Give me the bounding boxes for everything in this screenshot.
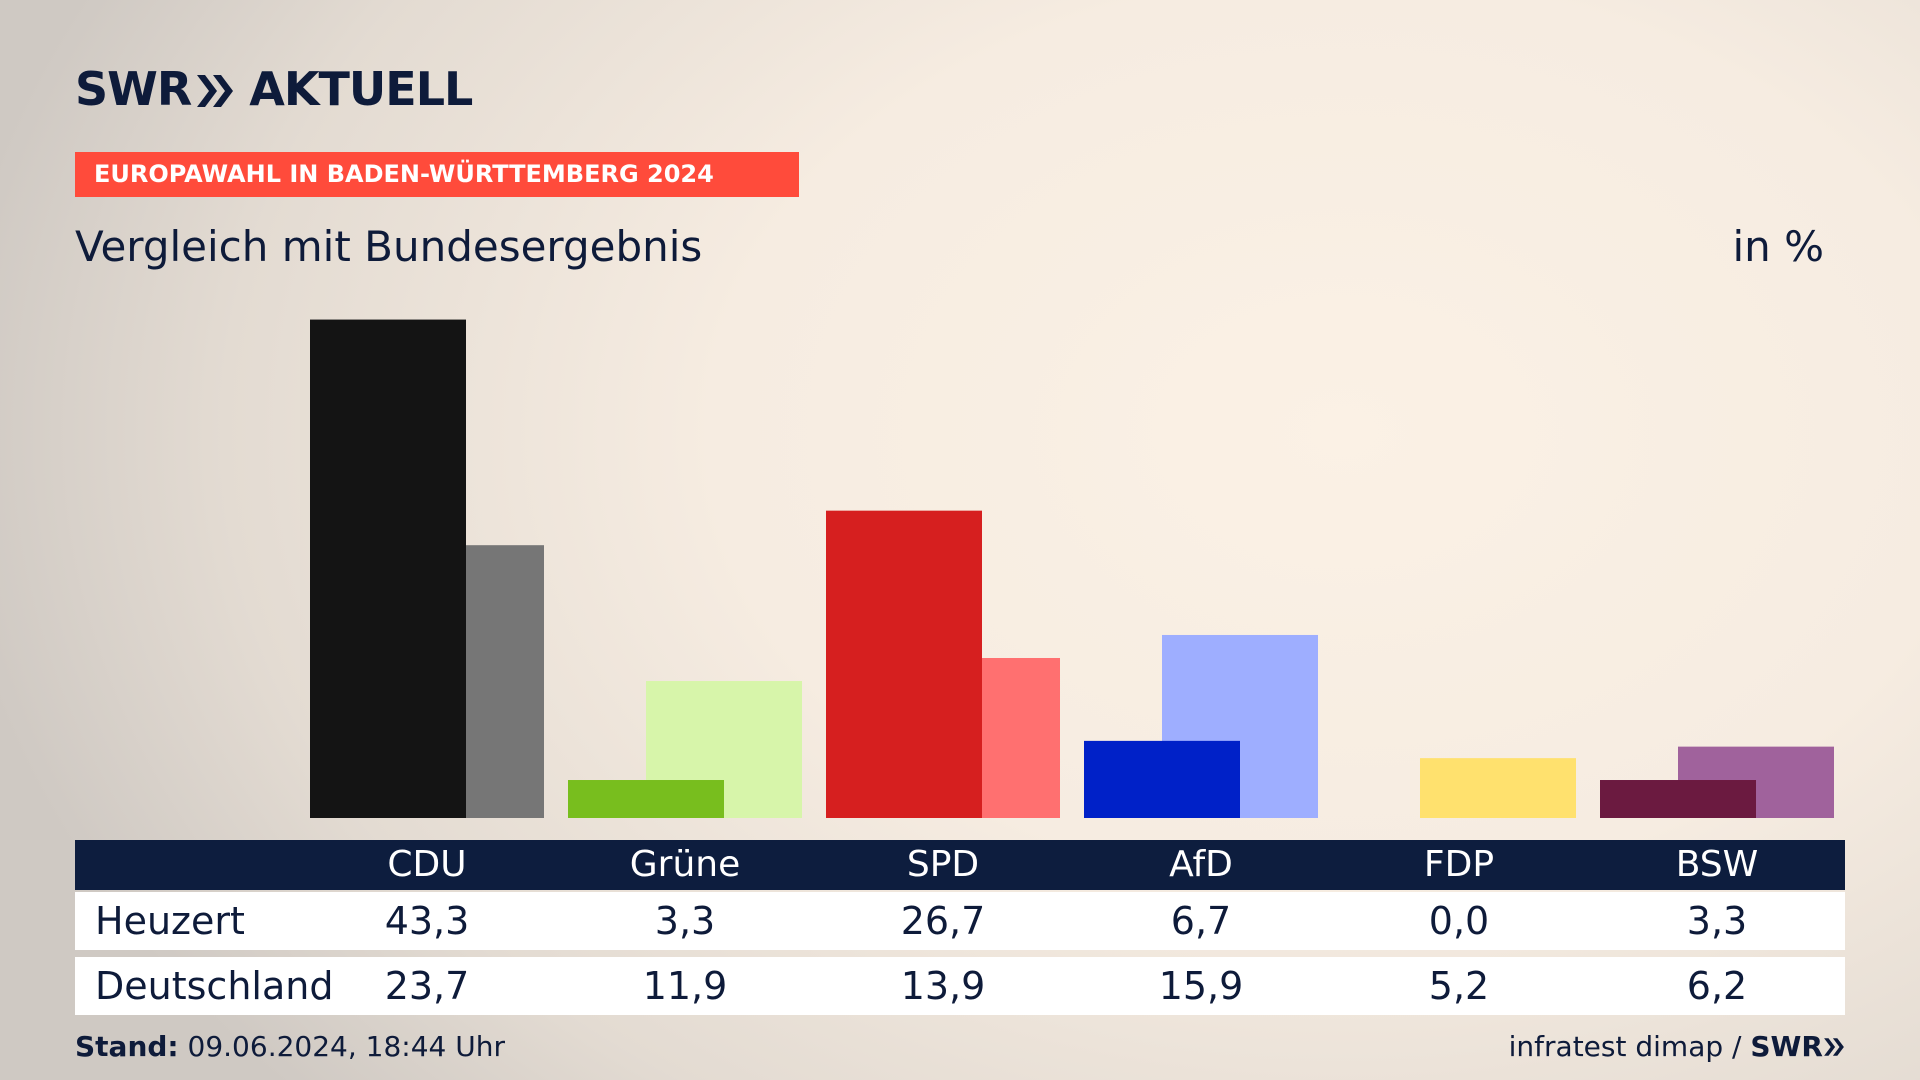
category-label-grüne: Grüne [629, 844, 741, 885]
timestamp: Stand: 09.06.2024, 18:44 Uhr [75, 1030, 505, 1063]
unit-label: in % [1732, 222, 1824, 271]
row-label-heuzert: Heuzert [95, 899, 245, 943]
value-deutschland-cdu: 23,7 [384, 964, 470, 1008]
category-label-afd: AfD [1169, 844, 1233, 885]
bar-heuzert-bsw [1600, 780, 1756, 818]
bar-heuzert-spd [826, 510, 982, 818]
bar-heuzert-afd [1084, 740, 1240, 818]
double-chevron-icon [197, 75, 234, 107]
stand-value: 09.06.2024, 18:44 Uhr [187, 1030, 505, 1063]
source-text: infratest dimap / [1508, 1030, 1742, 1063]
value-heuzert-bsw: 3,3 [1686, 899, 1748, 943]
stand-label: Stand: [75, 1030, 179, 1063]
source-credit: infratest dimap / SWR [1509, 1030, 1845, 1063]
value-deutschland-bsw: 6,2 [1686, 964, 1748, 1008]
bar-chart [310, 319, 1834, 818]
value-deutschland-afd: 15,9 [1158, 964, 1244, 1008]
footer-swr-logo-text: SWR [1750, 1030, 1823, 1063]
footer-double-chevron-icon [1824, 1038, 1844, 1056]
value-heuzert-fdp: 0,0 [1428, 899, 1490, 943]
swr-aktuell-logo: SWR AKTUELL [75, 66, 473, 112]
value-heuzert-cdu: 43,3 [384, 899, 470, 943]
table-row-deutschland: Deutschland 23,7 11,9 13,9 15,9 5,2 6,2 [75, 957, 1845, 1015]
table-row-heuzert: Heuzert 43,3 3,3 26,7 6,7 0,0 3,3 [75, 892, 1845, 950]
value-deutschland-spd: 13,9 [900, 964, 986, 1008]
value-deutschland-grüne: 11,9 [642, 964, 728, 1008]
bar-deutschland-fdp [1420, 758, 1576, 818]
election-banner: EUROPAWAHL IN BADEN-WÜRTTEMBERG 2024 [75, 152, 799, 197]
category-label-cdu: CDU [387, 844, 467, 885]
logo-swr-text: SWR [75, 62, 192, 116]
value-deutschland-fdp: 5,2 [1428, 964, 1490, 1008]
category-label-fdp: FDP [1423, 844, 1495, 885]
value-heuzert-grüne: 3,3 [654, 899, 716, 943]
category-label-bsw: BSW [1675, 844, 1759, 885]
category-label-spd: SPD [906, 844, 980, 885]
value-heuzert-spd: 26,7 [900, 899, 986, 943]
bar-heuzert-grüne [568, 780, 724, 818]
value-heuzert-afd: 6,7 [1170, 899, 1232, 943]
bar-heuzert-cdu [310, 319, 466, 818]
chart-subtitle: Vergleich mit Bundesergebnis [75, 222, 703, 271]
row-label-deutschland: Deutschland [95, 964, 334, 1008]
logo-aktuell-text: AKTUELL [249, 62, 473, 116]
table-header: CDU Grüne SPD AfD FDP BSW [75, 840, 1845, 890]
